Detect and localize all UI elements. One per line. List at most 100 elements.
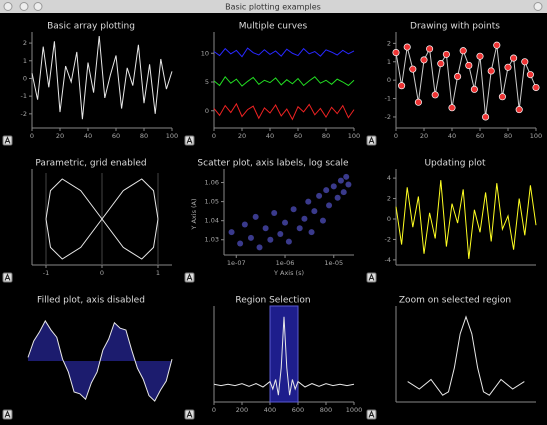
x-tick-label: 20 bbox=[238, 132, 246, 140]
line bbox=[213, 316, 355, 396]
x-tick-label: 100 bbox=[348, 132, 360, 140]
minimize-button[interactable] bbox=[19, 2, 29, 11]
x-tick-label: 800 bbox=[320, 406, 332, 414]
x-tick-label: 1e-06 bbox=[276, 259, 295, 267]
marker bbox=[398, 82, 406, 90]
y-tick-label: 0 bbox=[387, 76, 391, 84]
scatter-point bbox=[343, 173, 350, 180]
auto-range-icon bbox=[186, 410, 193, 418]
scatter-point bbox=[301, 215, 308, 222]
x-tick-label: 400 bbox=[264, 406, 276, 414]
x-tick-label: 40 bbox=[448, 132, 456, 140]
marker bbox=[431, 91, 439, 99]
scatter-point bbox=[262, 225, 269, 232]
title-bar bbox=[0, 0, 547, 13]
marker bbox=[414, 98, 422, 106]
chart-title: Scatter plot, axis labels, log scale bbox=[197, 159, 349, 169]
x-tick-label: 0 bbox=[212, 132, 216, 140]
x-tick-label: 1000 bbox=[346, 406, 363, 414]
marker bbox=[442, 50, 450, 58]
line bbox=[407, 315, 525, 396]
chart-title: Zoom on selected region bbox=[399, 296, 511, 306]
x-tick-label: 0 bbox=[100, 269, 104, 277]
x-tick-label: 1 bbox=[156, 269, 160, 277]
x-tick-label: 80 bbox=[322, 132, 330, 140]
marker bbox=[437, 60, 445, 68]
auto-range-icon bbox=[368, 136, 375, 144]
auto-range-icon bbox=[4, 410, 11, 418]
close-button[interactable] bbox=[533, 2, 543, 11]
window-menu-button[interactable] bbox=[3, 2, 13, 11]
scatter-point bbox=[334, 194, 341, 201]
y-tick-label: -2 bbox=[385, 235, 391, 243]
scatter-point bbox=[247, 234, 254, 241]
chart-title: Drawing with points bbox=[410, 22, 500, 32]
marker bbox=[498, 93, 506, 101]
scatter-point bbox=[308, 229, 315, 236]
scatter-point bbox=[277, 231, 284, 238]
scatter-point bbox=[323, 187, 330, 194]
y-tick-label: 2 bbox=[23, 39, 27, 47]
marker bbox=[459, 47, 467, 55]
line bbox=[395, 180, 537, 259]
y-tick-label: -4 bbox=[385, 256, 391, 264]
y-axis-label: Y Axis (A) bbox=[190, 198, 198, 230]
scatter-point bbox=[345, 181, 352, 188]
x-tick-label: 100 bbox=[530, 132, 542, 140]
scatter-point bbox=[311, 208, 318, 215]
auto-range-icon bbox=[186, 136, 193, 144]
y-tick-label: 1.03 bbox=[205, 236, 219, 244]
window-title: Basic plotting examples bbox=[225, 3, 321, 12]
x-tick-label: 1e-07 bbox=[227, 259, 246, 267]
y-tick-label: 0 bbox=[205, 107, 209, 115]
x-tick-label: 0 bbox=[30, 132, 34, 140]
marker bbox=[420, 56, 428, 64]
marker bbox=[526, 71, 534, 79]
scatter-point bbox=[296, 225, 303, 232]
marker bbox=[454, 72, 462, 81]
line bbox=[31, 35, 173, 120]
marker bbox=[403, 43, 411, 51]
x-tick-label: 200 bbox=[236, 406, 248, 414]
y-tick-label: -2 bbox=[385, 113, 391, 121]
scatter-point bbox=[228, 229, 235, 236]
x-tick-label: 40 bbox=[266, 132, 274, 140]
marker bbox=[504, 63, 512, 71]
scatter-point bbox=[271, 210, 278, 217]
y-tick-label: 5 bbox=[205, 78, 209, 86]
x-tick-label: 20 bbox=[56, 132, 64, 140]
marker bbox=[409, 65, 417, 73]
scatter-point bbox=[290, 206, 297, 213]
auto-range-icon bbox=[368, 410, 375, 418]
auto-range-icon bbox=[4, 136, 11, 144]
scatter-point bbox=[267, 236, 274, 243]
y-tick-label: 2 bbox=[387, 195, 391, 203]
line bbox=[213, 102, 355, 121]
x-tick-label: 600 bbox=[292, 406, 304, 414]
x-tick-label: 60 bbox=[112, 132, 120, 140]
chart-title: Multiple curves bbox=[239, 22, 308, 32]
x-tick-label: 20 bbox=[420, 132, 428, 140]
y-tick-label: -1 bbox=[21, 92, 27, 100]
marker bbox=[487, 67, 495, 75]
y-tick-label: 1 bbox=[23, 57, 27, 65]
scatter-point bbox=[316, 192, 323, 199]
y-tick-label: -1 bbox=[385, 95, 391, 103]
x-tick-label: 100 bbox=[166, 132, 178, 140]
x-tick-label: 80 bbox=[504, 132, 512, 140]
marker bbox=[482, 113, 490, 121]
y-tick-label: -2 bbox=[21, 110, 27, 118]
y-tick-label: 1 bbox=[387, 58, 391, 66]
scatter-point bbox=[326, 202, 333, 209]
scatter-point bbox=[319, 217, 326, 224]
chart-title: Basic array plotting bbox=[47, 22, 135, 32]
marker bbox=[493, 41, 501, 49]
y-tick-label: 10 bbox=[201, 49, 209, 57]
y-tick-label: 0 bbox=[23, 74, 27, 82]
scatter-point bbox=[256, 244, 263, 251]
maximize-button[interactable] bbox=[33, 2, 43, 11]
x-tick-label: 0 bbox=[212, 406, 216, 414]
marker bbox=[510, 54, 518, 62]
